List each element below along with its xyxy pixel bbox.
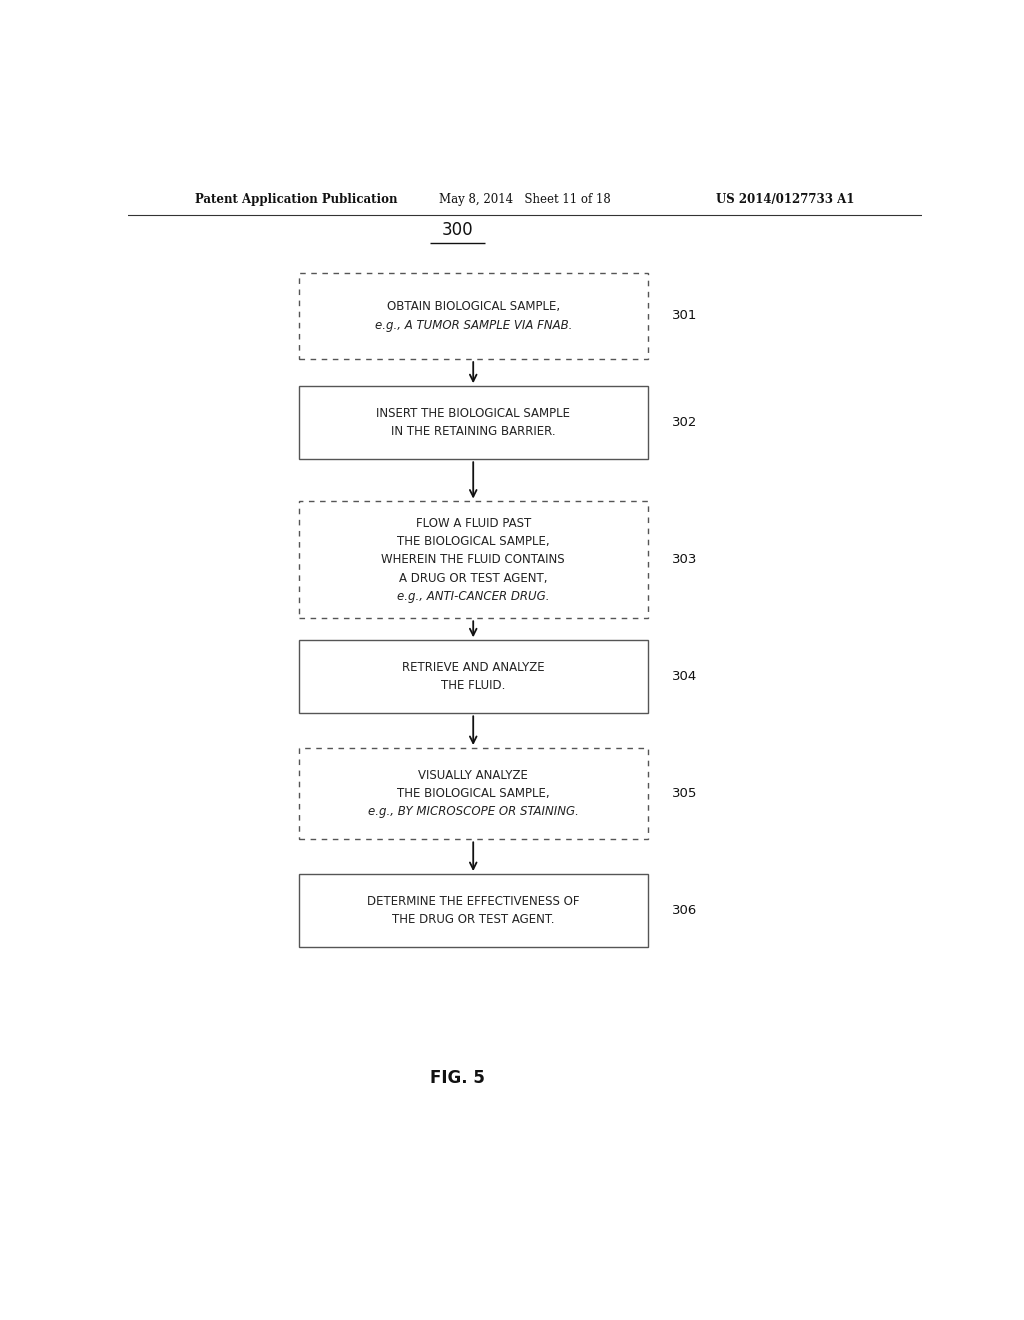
Text: 305: 305 <box>672 787 697 800</box>
Text: THE BIOLOGICAL SAMPLE,: THE BIOLOGICAL SAMPLE, <box>397 535 550 548</box>
Text: DETERMINE THE EFFECTIVENESS OF: DETERMINE THE EFFECTIVENESS OF <box>367 895 580 908</box>
Text: 306: 306 <box>672 904 697 917</box>
Text: e.g., BY MICROSCOPE OR STAINING.: e.g., BY MICROSCOPE OR STAINING. <box>368 805 579 818</box>
Text: 304: 304 <box>672 671 697 684</box>
Text: May 8, 2014   Sheet 11 of 18: May 8, 2014 Sheet 11 of 18 <box>439 193 610 206</box>
Text: Patent Application Publication: Patent Application Publication <box>196 193 398 206</box>
Text: US 2014/0127733 A1: US 2014/0127733 A1 <box>716 193 854 206</box>
Text: INSERT THE BIOLOGICAL SAMPLE: INSERT THE BIOLOGICAL SAMPLE <box>376 407 570 420</box>
Text: e.g., ANTI-CANCER DRUG.: e.g., ANTI-CANCER DRUG. <box>397 590 550 603</box>
Bar <box>299 640 648 713</box>
Text: 300: 300 <box>441 220 473 239</box>
Bar <box>299 273 648 359</box>
Text: FIG. 5: FIG. 5 <box>430 1069 484 1088</box>
Text: 302: 302 <box>672 416 697 429</box>
Bar <box>299 748 648 840</box>
Bar <box>299 502 648 618</box>
Text: WHEREIN THE FLUID CONTAINS: WHEREIN THE FLUID CONTAINS <box>381 553 565 566</box>
Text: VISUALLY ANALYZE: VISUALLY ANALYZE <box>418 768 528 781</box>
Text: RETRIEVE AND ANALYZE: RETRIEVE AND ANALYZE <box>401 661 545 675</box>
Bar <box>299 385 648 459</box>
Text: 303: 303 <box>672 553 697 566</box>
Text: 301: 301 <box>672 309 697 322</box>
Text: THE BIOLOGICAL SAMPLE,: THE BIOLOGICAL SAMPLE, <box>397 787 550 800</box>
Text: A DRUG OR TEST AGENT,: A DRUG OR TEST AGENT, <box>399 572 548 585</box>
Text: IN THE RETAINING BARRIER.: IN THE RETAINING BARRIER. <box>391 425 556 438</box>
Bar <box>299 874 648 948</box>
Text: e.g., A TUMOR SAMPLE VIA FNAB.: e.g., A TUMOR SAMPLE VIA FNAB. <box>375 318 571 331</box>
Text: OBTAIN BIOLOGICAL SAMPLE,: OBTAIN BIOLOGICAL SAMPLE, <box>387 300 560 313</box>
Text: THE DRUG OR TEST AGENT.: THE DRUG OR TEST AGENT. <box>392 913 554 927</box>
Text: THE FLUID.: THE FLUID. <box>441 680 506 693</box>
Text: FLOW A FLUID PAST: FLOW A FLUID PAST <box>416 517 530 529</box>
